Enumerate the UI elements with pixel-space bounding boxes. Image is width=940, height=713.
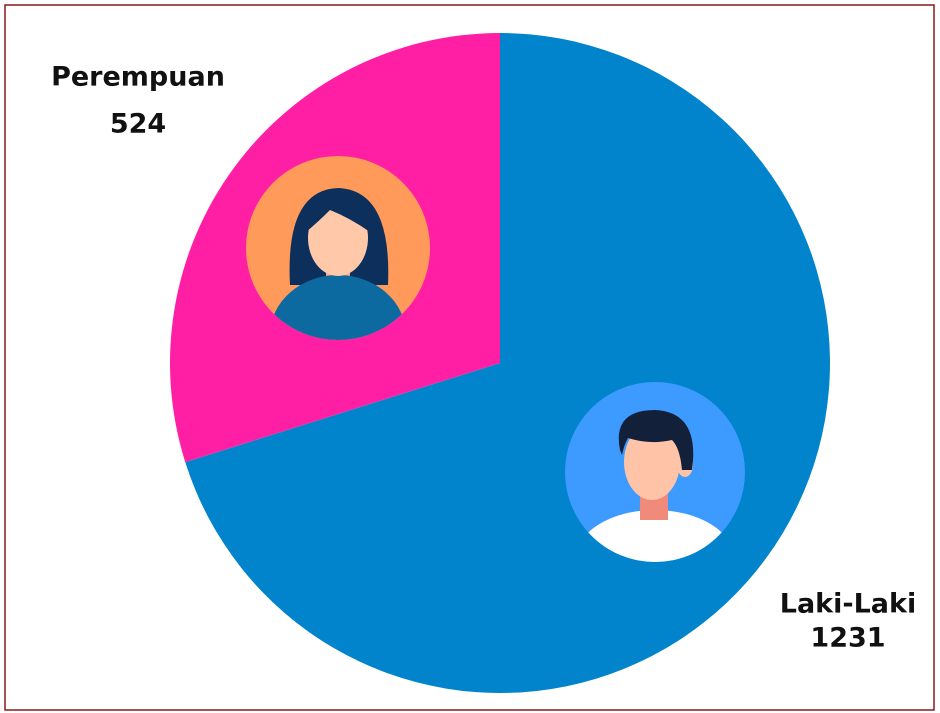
- male-avatar: [565, 382, 745, 562]
- slice-value: 1231: [810, 623, 885, 654]
- slice-label: Perempuan: [51, 62, 225, 93]
- slice-label: Laki-Laki: [780, 589, 916, 620]
- pie: [170, 33, 830, 693]
- slice-value: 524: [110, 109, 166, 140]
- female-avatar: [246, 156, 430, 340]
